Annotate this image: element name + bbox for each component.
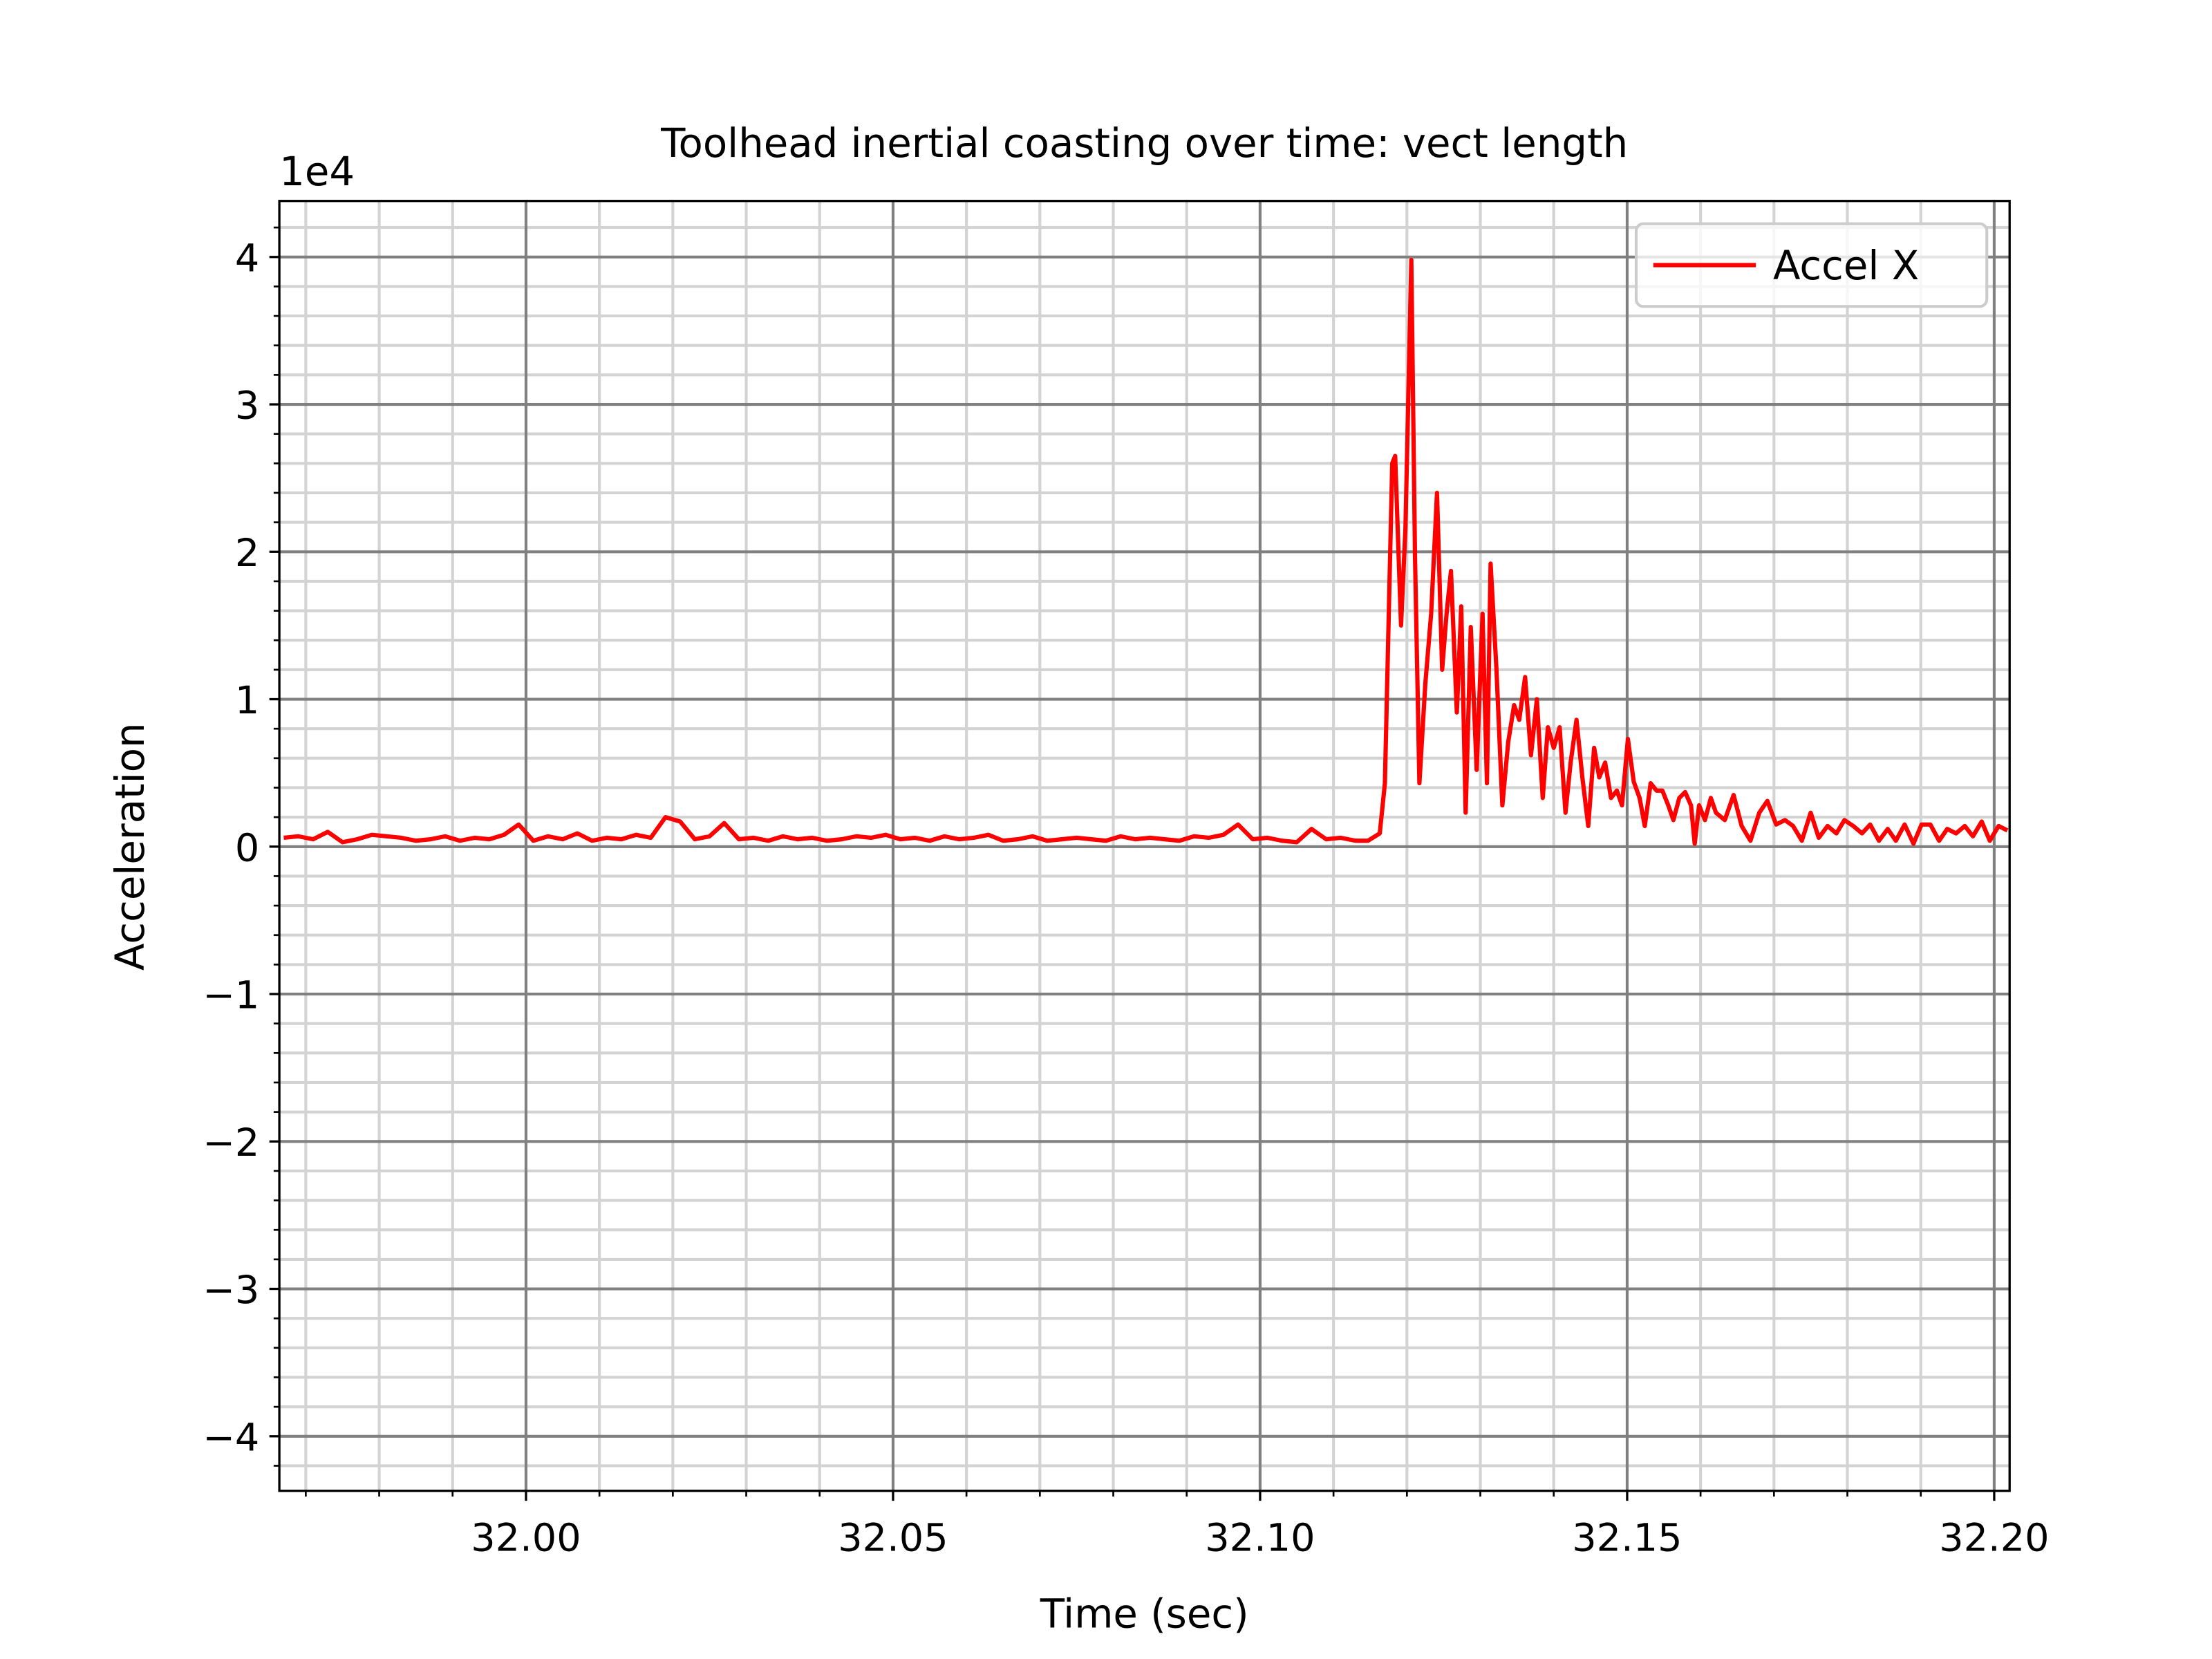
y-tick-label: −1 bbox=[203, 973, 259, 1018]
x-tick-label: 32.10 bbox=[1205, 1515, 1315, 1560]
chart-title: Toolhead inertial coasting over time: ve… bbox=[660, 120, 1628, 167]
x-axis-label: Time (sec) bbox=[1040, 1591, 1249, 1638]
y-tick-label: 1 bbox=[235, 678, 259, 723]
x-tick-label: 32.15 bbox=[1572, 1515, 1682, 1560]
y-tick-label: 3 bbox=[235, 384, 259, 429]
y-tick-label: 4 bbox=[235, 236, 259, 281]
y-axis-label: Acceleration bbox=[106, 722, 153, 971]
y-tick-label: 2 bbox=[235, 531, 259, 576]
x-tick-label: 32.20 bbox=[1939, 1515, 2049, 1560]
x-tick-label: 32.00 bbox=[471, 1515, 581, 1560]
y-tick-label: −3 bbox=[203, 1268, 259, 1313]
x-tick-label: 32.05 bbox=[838, 1515, 948, 1560]
legend-box bbox=[1634, 222, 1989, 308]
y-tick-label: −4 bbox=[203, 1415, 259, 1460]
data-line bbox=[283, 257, 2009, 846]
plot-frame bbox=[278, 200, 2011, 1492]
y-offset-label: 1e4 bbox=[279, 148, 355, 195]
legend-label: Accel X bbox=[1773, 242, 1919, 289]
y-tick-label: −2 bbox=[203, 1121, 259, 1165]
y-tick-label: 0 bbox=[235, 825, 259, 870]
